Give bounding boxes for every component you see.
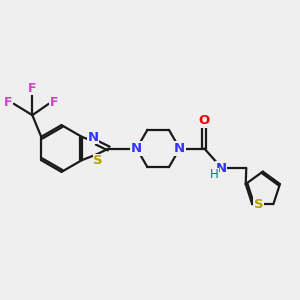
- Text: S: S: [93, 154, 103, 167]
- Text: N: N: [88, 131, 99, 144]
- Text: H: H: [210, 168, 219, 181]
- Text: F: F: [50, 96, 58, 109]
- Text: F: F: [28, 82, 37, 95]
- Text: N: N: [215, 161, 227, 175]
- Text: F: F: [4, 96, 13, 109]
- Text: O: O: [199, 114, 210, 127]
- Text: N: N: [131, 142, 142, 155]
- Text: S: S: [254, 198, 264, 211]
- Text: N: N: [174, 142, 185, 155]
